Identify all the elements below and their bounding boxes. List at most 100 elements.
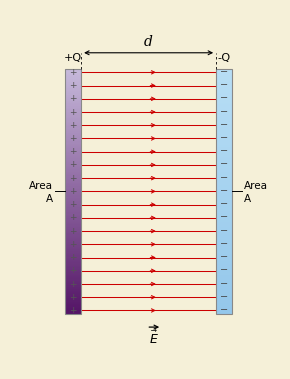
Bar [216,188,232,189]
Bar [66,307,81,308]
Bar [216,194,232,195]
Bar [216,120,232,122]
Bar [216,195,232,196]
Bar [216,233,232,234]
Text: $\vec{E}$: $\vec{E}$ [149,330,159,347]
Bar [216,160,232,161]
Bar [216,135,232,136]
Bar [216,211,232,212]
Bar [216,219,232,221]
Bar [216,298,232,299]
Bar [216,119,232,120]
Bar [66,90,81,91]
Bar [66,168,81,169]
Bar [216,169,232,171]
Bar [216,250,232,251]
Bar [66,227,81,228]
Bar [216,266,232,268]
Bar [66,217,81,218]
Bar [216,114,232,115]
Bar [66,270,81,271]
Bar [66,123,81,124]
Bar [216,180,232,182]
Bar [216,145,232,146]
Bar [216,69,232,314]
Bar [66,136,81,138]
Text: +Q: +Q [64,53,82,63]
Bar [216,286,232,287]
Bar [216,132,232,133]
Bar [66,76,81,77]
Bar [216,125,232,127]
Bar [66,164,81,166]
Text: +: + [70,81,77,90]
Bar [66,260,81,261]
Bar [216,133,232,134]
Bar [66,183,81,184]
Bar [66,215,81,216]
Bar [66,206,81,207]
Bar [66,199,81,200]
Bar [216,123,232,124]
Bar [66,239,81,240]
Text: −: − [220,293,228,302]
Bar [66,166,81,167]
Bar [216,282,232,283]
Bar [216,75,232,76]
Bar [216,235,232,237]
Bar [216,147,232,149]
Bar [66,109,81,111]
Bar [66,98,81,99]
Bar [66,285,81,286]
Bar [216,109,232,111]
Bar [216,201,232,202]
Bar [216,95,232,96]
Bar [66,287,81,288]
Bar [216,140,232,141]
Bar [66,298,81,299]
Bar [66,266,81,268]
Bar [66,258,81,259]
Text: +: + [70,200,77,209]
Bar [66,149,81,150]
Bar [216,70,232,71]
Bar [216,163,232,164]
Bar [216,97,232,98]
Bar [216,113,232,114]
Bar [216,313,232,314]
Bar [66,91,81,92]
Bar [216,85,232,86]
Text: −: − [220,253,228,262]
Bar [66,172,81,173]
Text: −: − [220,94,228,103]
Text: +: + [70,213,77,222]
Text: +: + [70,134,77,143]
Bar [216,261,232,263]
Bar [66,171,81,172]
Bar [66,211,81,212]
Bar [66,133,81,134]
Bar [66,235,81,237]
Bar [66,151,81,152]
Text: −: − [220,108,228,116]
Bar [216,206,232,207]
Bar [216,307,232,308]
Bar [216,158,232,160]
Bar [216,272,232,274]
Bar [66,268,81,269]
Bar [216,172,232,173]
Bar [66,228,81,229]
Bar [66,74,81,75]
Bar [66,248,81,249]
Bar [216,128,232,129]
Bar [66,185,81,186]
Bar [66,87,81,88]
Bar [216,71,232,72]
Bar [216,167,232,168]
Bar [216,101,232,102]
Bar [216,111,232,112]
Bar [216,90,232,91]
Bar [66,309,81,310]
Bar [66,104,81,106]
Bar [66,128,81,129]
